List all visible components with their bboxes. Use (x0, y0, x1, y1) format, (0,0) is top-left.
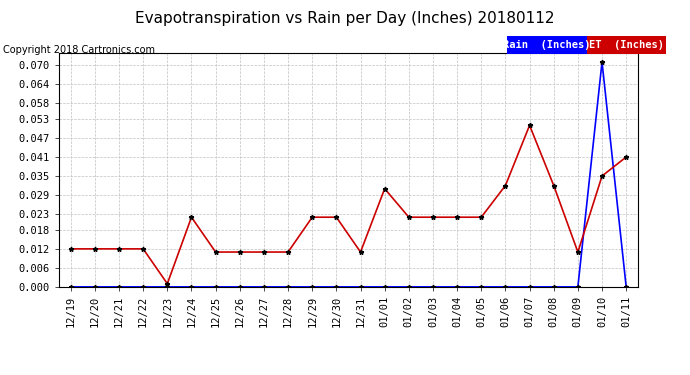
Text: ET  (Inches): ET (Inches) (589, 40, 664, 50)
Text: Rain  (Inches): Rain (Inches) (503, 40, 591, 50)
Text: Copyright 2018 Cartronics.com: Copyright 2018 Cartronics.com (3, 45, 155, 55)
Text: Evapotranspiration vs Rain per Day (Inches) 20180112: Evapotranspiration vs Rain per Day (Inch… (135, 11, 555, 26)
